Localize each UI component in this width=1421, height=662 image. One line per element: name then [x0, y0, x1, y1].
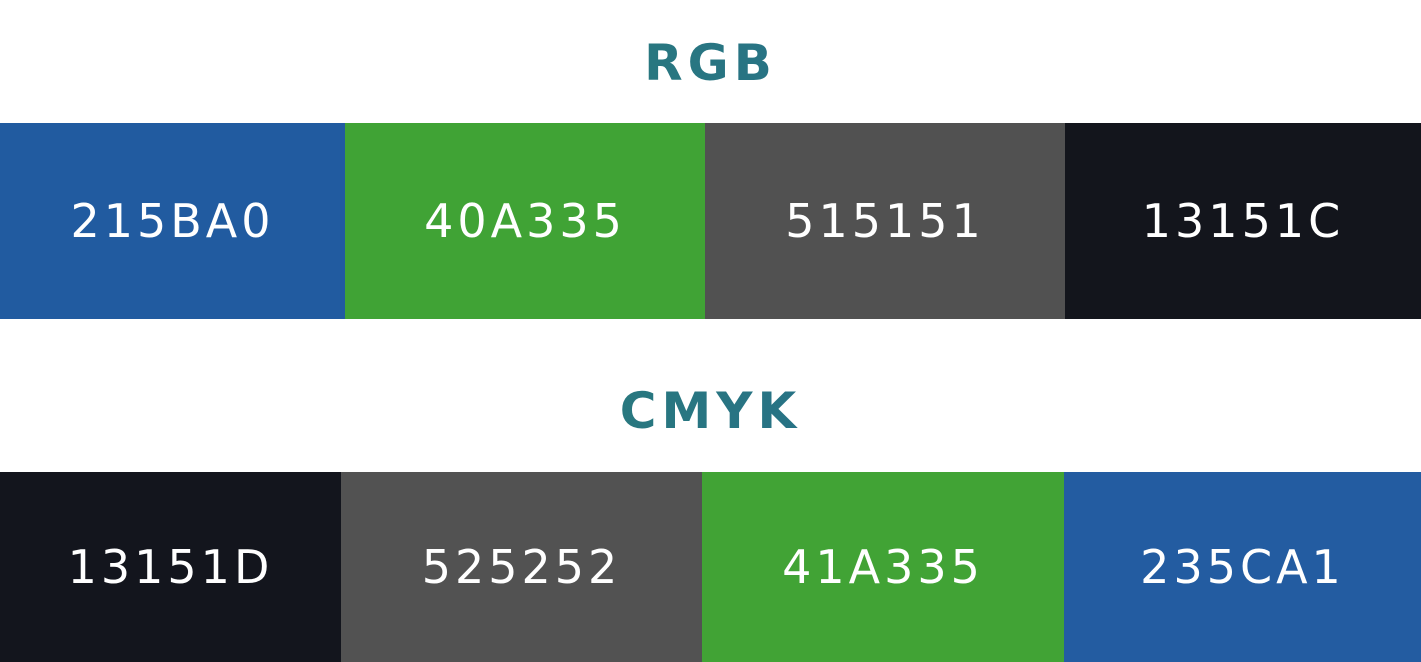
rgb-swatch-2-label: 40A335	[424, 194, 626, 248]
rgb-swatch-4: 13151C	[1065, 123, 1421, 319]
cmyk-swatch-1-label: 13151D	[67, 540, 274, 594]
cmyk-heading: CMYK	[0, 386, 1421, 436]
rgb-swatch-1-label: 215BA0	[70, 194, 275, 248]
rgb-swatch-4-label: 13151C	[1141, 194, 1345, 248]
cmyk-swatch-2-label: 525252	[421, 540, 622, 594]
rgb-swatch-3: 515151	[705, 123, 1065, 319]
rgb-swatch-row: 215BA0 40A335 515151 13151C	[0, 123, 1421, 319]
rgb-swatch-1: 215BA0	[0, 123, 345, 319]
cmyk-swatch-3-label: 41A335	[782, 540, 984, 594]
rgb-heading: RGB	[0, 38, 1421, 88]
cmyk-swatch-1: 13151D	[0, 472, 341, 662]
rgb-swatch-2: 40A335	[345, 123, 705, 319]
cmyk-swatch-3: 41A335	[702, 472, 1064, 662]
cmyk-swatch-4: 235CA1	[1064, 472, 1421, 662]
cmyk-swatch-2: 525252	[341, 472, 702, 662]
cmyk-swatch-row: 13151D 525252 41A335 235CA1	[0, 472, 1421, 662]
cmyk-swatch-4-label: 235CA1	[1140, 540, 1345, 594]
rgb-swatch-3-label: 515151	[785, 194, 985, 248]
